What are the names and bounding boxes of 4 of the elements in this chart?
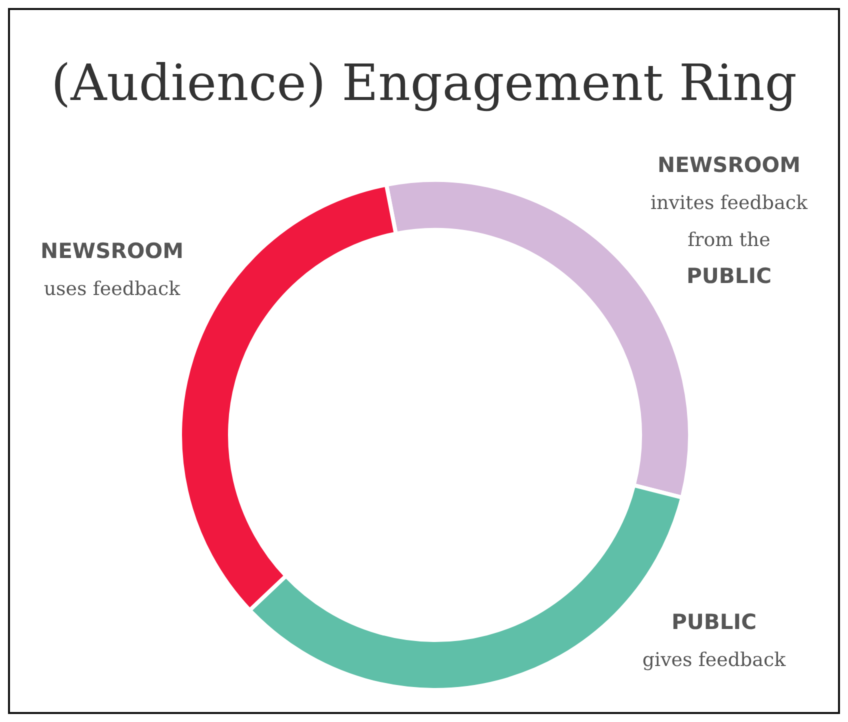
chart-title: (Audience) Engagement Ring [51, 54, 797, 112]
slice-label: NEWSROOM invites feedback from the PUBLIC [650, 153, 808, 288]
slice-label: NEWSROOM uses feedback [40, 239, 184, 300]
slice-label: PUBLIC gives feedback [642, 610, 786, 671]
